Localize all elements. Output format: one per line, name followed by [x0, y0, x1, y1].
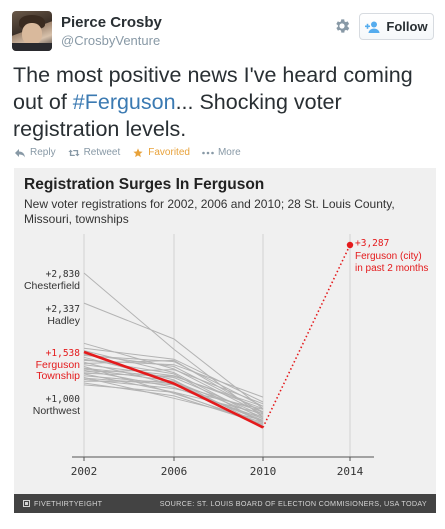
ferguson-city-dotted-line [262, 244, 351, 428]
township-line-4 [83, 347, 264, 403]
star-icon [133, 147, 143, 157]
township-line-7 [83, 356, 264, 427]
follow-label: Follow [386, 19, 428, 34]
more-icon [202, 151, 214, 154]
tweet-text: The most positive news I've heard coming… [13, 62, 433, 143]
township-line-2 [83, 302, 264, 410]
x-tick-label-2006: 2006 [161, 465, 188, 478]
user-name[interactable]: Pierce Crosby [61, 14, 162, 31]
add-user-icon [365, 21, 380, 33]
ferguson-city-point [346, 241, 354, 249]
favorite-action[interactable]: Favorited [132, 147, 190, 158]
ferguson-township-line [83, 350, 264, 429]
x-tick-label-2010: 2010 [250, 465, 277, 478]
avatar[interactable] [12, 11, 52, 51]
label-ferguson-township-value: +1,538 [46, 348, 81, 359]
tweet-actions: Reply Retweet Favorited More [14, 147, 253, 158]
gear-icon[interactable] [333, 17, 351, 35]
label-chesterfield-name: Chesterfield [24, 280, 80, 292]
fivethirtyeight-logo-icon [23, 500, 30, 507]
tweet-text-start: The most positive news I've heard coming… [13, 63, 413, 114]
township-line-26 [83, 372, 264, 407]
user-handle[interactable]: @CrosbyVenture [61, 33, 161, 48]
township-line-23 [83, 358, 264, 424]
chart-footer: FIVETHIRTYEIGHT SOURCE: ST. LOUIS BOARD … [14, 494, 436, 513]
label-hadley-name: Hadley [47, 315, 80, 327]
tweet-text-end: ... Shocking voter registration levels. [13, 90, 342, 141]
label-ferguson-township-name-2: Township [36, 370, 80, 382]
line-chart: +2,830 Chesterfield +2,337 Hadley +1,538… [24, 234, 428, 478]
more-action[interactable]: More [202, 147, 241, 158]
township-line-18 [83, 378, 264, 410]
retweet-action[interactable]: Retweet [68, 147, 121, 158]
more-label: More [217, 147, 241, 158]
label-chesterfield-value: +2,830 [46, 269, 81, 280]
reply-icon [15, 148, 25, 157]
label-hadley-value: +2,337 [46, 304, 80, 315]
chart-card[interactable]: Registration Surges In Ferguson New vote… [14, 168, 436, 513]
x-tick-label-2014: 2014 [337, 465, 364, 478]
label-northwest-name: Northwest [33, 405, 80, 417]
chart-title: Registration Surges In Ferguson [24, 176, 265, 193]
label-ferguson-township-name-1: Ferguson [36, 359, 81, 371]
label-ferguson-city-note: in past 2 months [355, 263, 428, 274]
brand: FIVETHIRTYEIGHT [23, 499, 102, 508]
retweet-label: Retweet [83, 147, 121, 158]
source-label: SOURCE: ST. LOUIS BOARD OF ELECTION COMM… [159, 499, 427, 508]
hashtag-link[interactable]: #Ferguson [72, 90, 176, 114]
brand-label: FIVETHIRTYEIGHT [34, 499, 103, 508]
label-northwest-value: +1,000 [46, 394, 81, 405]
favorited-label: Favorited [148, 147, 190, 158]
reply-label: Reply [30, 147, 56, 158]
township-line-1 [83, 272, 264, 418]
x-tick-label-2002: 2002 [71, 465, 98, 478]
chart-subtitle: New voter registrations for 2002, 2006 a… [24, 197, 395, 226]
label-ferguson-city-name: Ferguson (city) [355, 251, 422, 262]
township-line-10 [83, 364, 264, 410]
township-line-14 [83, 369, 264, 405]
township-line-22 [83, 355, 264, 407]
retweet-icon [68, 149, 80, 156]
follow-button[interactable]: Follow [359, 13, 434, 40]
reply-action[interactable]: Reply [14, 147, 56, 158]
label-ferguson-city-value: +3,287 [355, 238, 389, 249]
